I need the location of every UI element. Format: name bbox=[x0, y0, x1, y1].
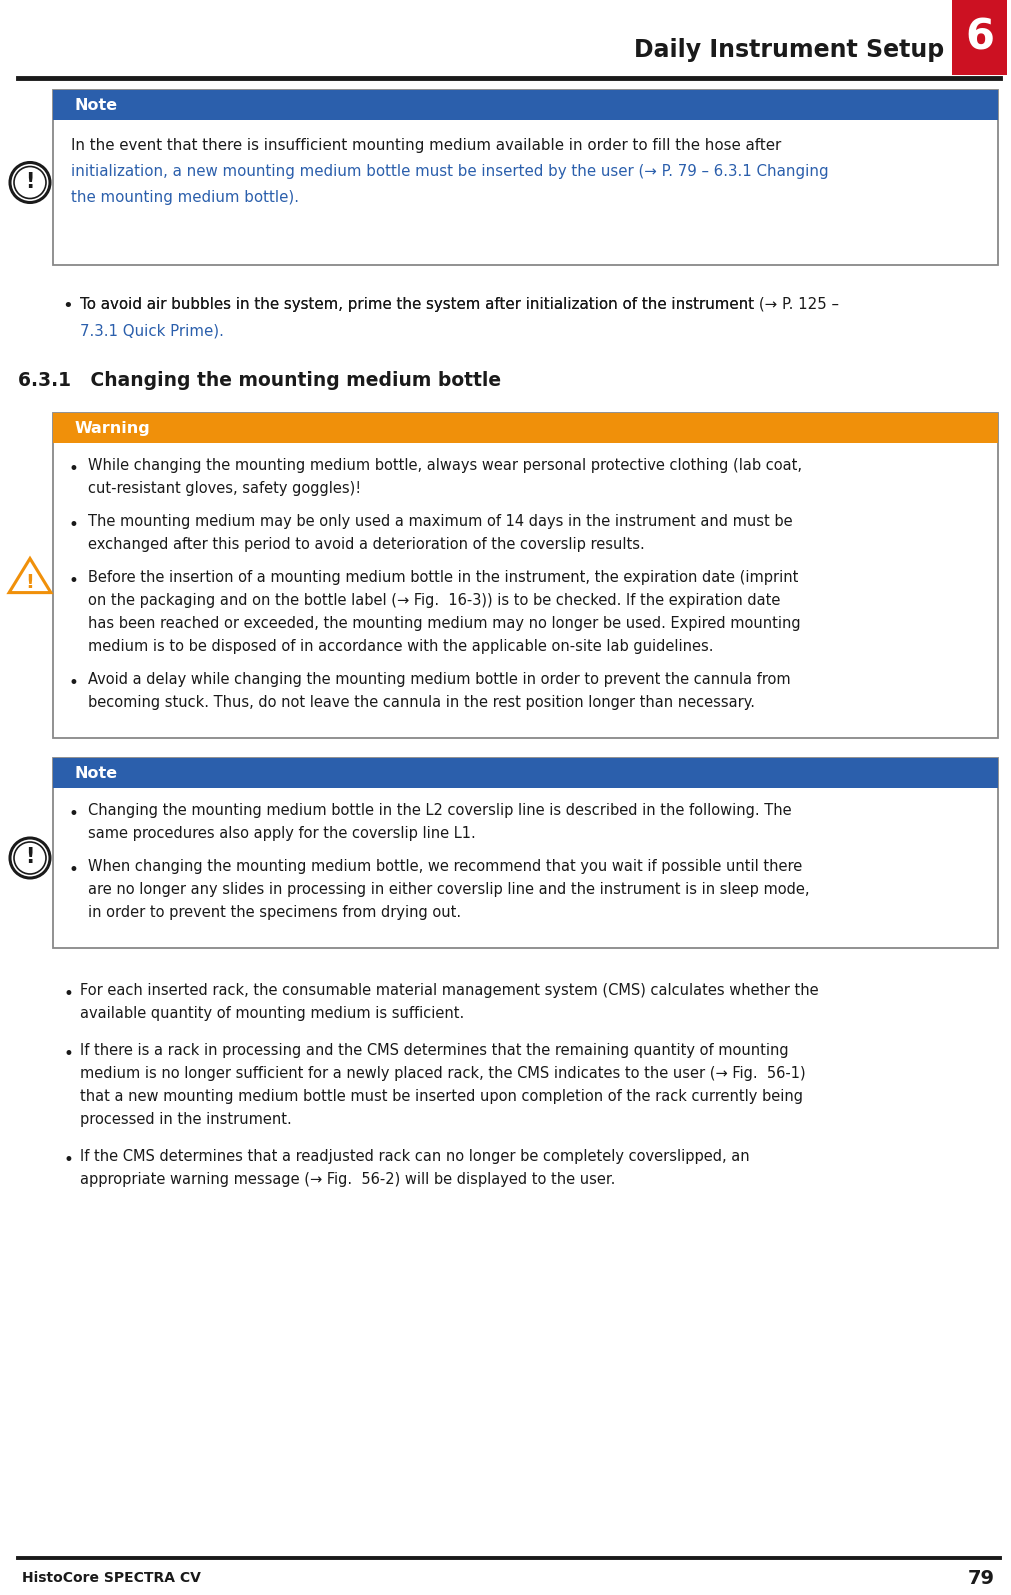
Text: Avoid a delay while changing the mounting medium bottle in order to prevent the : Avoid a delay while changing the mountin… bbox=[88, 671, 790, 687]
Circle shape bbox=[10, 163, 50, 203]
Circle shape bbox=[10, 837, 50, 877]
Text: available quantity of mounting medium is sufficient.: available quantity of mounting medium is… bbox=[80, 1006, 464, 1021]
Text: processed in the instrument.: processed in the instrument. bbox=[80, 1112, 291, 1128]
Text: HistoCore SPECTRA CV: HistoCore SPECTRA CV bbox=[22, 1571, 200, 1585]
Text: are no longer any slides in processing in either coverslip line and the instrume: are no longer any slides in processing i… bbox=[88, 882, 809, 896]
Text: in order to prevent the specimens from drying out.: in order to prevent the specimens from d… bbox=[88, 904, 461, 920]
Text: initialization, a new mounting medium bottle must be inserted by the user (→ P. : initialization, a new mounting medium bo… bbox=[71, 164, 828, 179]
Text: has been reached or exceeded, the mounting medium may no longer be used. Expired: has been reached or exceeded, the mounti… bbox=[88, 616, 800, 632]
Text: appropriate warning message (→ Fig.  56-2) will be displayed to the user.: appropriate warning message (→ Fig. 56-2… bbox=[80, 1172, 615, 1187]
Text: !: ! bbox=[25, 847, 34, 868]
Text: 6: 6 bbox=[964, 18, 994, 59]
Text: Note: Note bbox=[75, 97, 118, 113]
Text: •: • bbox=[68, 517, 78, 534]
Text: •: • bbox=[68, 861, 78, 879]
Text: Daily Instrument Setup: Daily Instrument Setup bbox=[633, 38, 943, 62]
Circle shape bbox=[14, 166, 45, 198]
Text: •: • bbox=[68, 675, 78, 692]
Text: For each inserted rack, the consumable material management system (CMS) calculat: For each inserted rack, the consumable m… bbox=[80, 983, 818, 998]
Text: While changing the mounting medium bottle, always wear personal protective cloth: While changing the mounting medium bottl… bbox=[88, 458, 801, 474]
Text: •: • bbox=[63, 1152, 73, 1169]
Text: same procedures also apply for the coverslip line L1.: same procedures also apply for the cover… bbox=[88, 826, 475, 841]
Text: Changing the mounting medium bottle in the L2 coverslip line is described in the: Changing the mounting medium bottle in t… bbox=[88, 802, 791, 818]
Text: that a new mounting medium bottle must be inserted upon completion of the rack c: that a new mounting medium bottle must b… bbox=[80, 1089, 802, 1104]
Text: To avoid air bubbles in the system, prime the system after initialization of the: To avoid air bubbles in the system, prim… bbox=[80, 297, 758, 313]
Text: If the CMS determines that a readjusted rack can no longer be completely coversl: If the CMS determines that a readjusted … bbox=[80, 1148, 749, 1164]
Text: •: • bbox=[68, 805, 78, 823]
Text: on the packaging and on the bottle label (→ Fig.  16-3)) is to be checked. If th: on the packaging and on the bottle label… bbox=[88, 593, 779, 608]
Bar bbox=[53, 758, 997, 788]
Text: medium is to be disposed of in accordance with the applicable on-site lab guidel: medium is to be disposed of in accordanc… bbox=[88, 640, 713, 654]
Text: When changing the mounting medium bottle, we recommend that you wait if possible: When changing the mounting medium bottle… bbox=[88, 860, 802, 874]
Text: •: • bbox=[63, 297, 74, 314]
Bar bbox=[53, 758, 997, 947]
Text: The mounting medium may be only used a maximum of 14 days in the instrument and : The mounting medium may be only used a m… bbox=[88, 514, 792, 530]
Text: In the event that there is insufficient mounting medium available in order to fi: In the event that there is insufficient … bbox=[71, 139, 780, 153]
Text: •: • bbox=[63, 986, 73, 1003]
Text: !: ! bbox=[25, 573, 34, 592]
Bar bbox=[53, 413, 997, 738]
Text: •: • bbox=[68, 459, 78, 478]
Text: 79: 79 bbox=[968, 1568, 994, 1587]
Text: exchanged after this period to avoid a deterioration of the coverslip results.: exchanged after this period to avoid a d… bbox=[88, 538, 644, 552]
Text: 6.3.1   Changing the mounting medium bottle: 6.3.1 Changing the mounting medium bottl… bbox=[18, 372, 500, 391]
Text: Note: Note bbox=[75, 766, 118, 780]
Text: becoming stuck. Thus, do not leave the cannula in the rest position longer than : becoming stuck. Thus, do not leave the c… bbox=[88, 695, 754, 710]
Text: medium is no longer sufficient for a newly placed rack, the CMS indicates to the: medium is no longer sufficient for a new… bbox=[80, 1065, 805, 1081]
Bar bbox=[53, 89, 997, 120]
Text: Warning: Warning bbox=[75, 421, 151, 435]
Text: the mounting medium bottle).: the mounting medium bottle). bbox=[71, 190, 298, 206]
Text: 7.3.1 Quick Prime).: 7.3.1 Quick Prime). bbox=[80, 324, 223, 338]
Text: cut-resistant gloves, safety goggles)!: cut-resistant gloves, safety goggles)! bbox=[88, 482, 361, 496]
Bar bbox=[951, 0, 1006, 75]
Text: •: • bbox=[63, 1045, 73, 1062]
Circle shape bbox=[14, 842, 45, 874]
Text: To avoid air bubbles in the system, prime the system after initialization of the: To avoid air bubbles in the system, prim… bbox=[80, 297, 838, 313]
Text: •: • bbox=[68, 573, 78, 590]
Text: Before the insertion of a mounting medium bottle in the instrument, the expirati: Before the insertion of a mounting mediu… bbox=[88, 569, 798, 585]
Bar bbox=[53, 89, 997, 265]
Bar bbox=[53, 413, 997, 443]
Polygon shape bbox=[9, 558, 51, 593]
Text: If there is a rack in processing and the CMS determines that the remaining quant: If there is a rack in processing and the… bbox=[80, 1043, 788, 1057]
Text: !: ! bbox=[25, 172, 34, 191]
